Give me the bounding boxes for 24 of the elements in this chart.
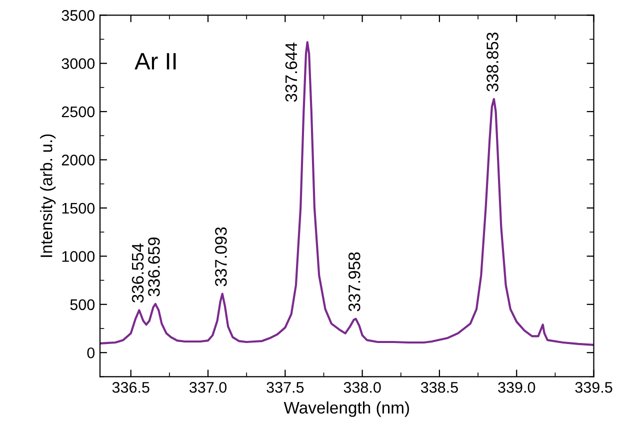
x-tick-label: 337.5 xyxy=(266,382,304,393)
x-tick-label: 339.0 xyxy=(498,382,536,393)
x-axis-title: Wavelength (nm) xyxy=(284,401,409,417)
y-tick-label: 3500 xyxy=(62,10,95,21)
annotation: 337.644 xyxy=(285,42,298,102)
x-tick-label: 338.5 xyxy=(420,382,458,393)
y-tick-label: 1000 xyxy=(62,251,95,262)
annotation: Ar II xyxy=(134,53,176,70)
x-tick-label: 338.0 xyxy=(344,382,381,393)
y-tick-label: 500 xyxy=(70,299,95,310)
annotation: 336.554 xyxy=(132,243,144,303)
y-tick-label: 0 xyxy=(87,347,95,358)
annotation: 338.853 xyxy=(486,32,498,92)
y-tick-label: 2500 xyxy=(62,106,95,118)
annotation: 336.659 xyxy=(148,238,160,296)
y-tick-label: 1500 xyxy=(62,202,95,214)
y-tick-label: 2000 xyxy=(62,154,95,166)
annotation: 337.958 xyxy=(348,252,360,312)
x-tick-label: 339.5 xyxy=(575,382,612,393)
y-axis-title: Intensity (arb. u.) xyxy=(40,134,56,257)
x-tick-label: 337.0 xyxy=(189,382,227,393)
x-tick-label: 336.5 xyxy=(112,382,150,393)
y-tick-label: 3000 xyxy=(62,58,95,70)
annotation: 337.093 xyxy=(215,227,227,286)
